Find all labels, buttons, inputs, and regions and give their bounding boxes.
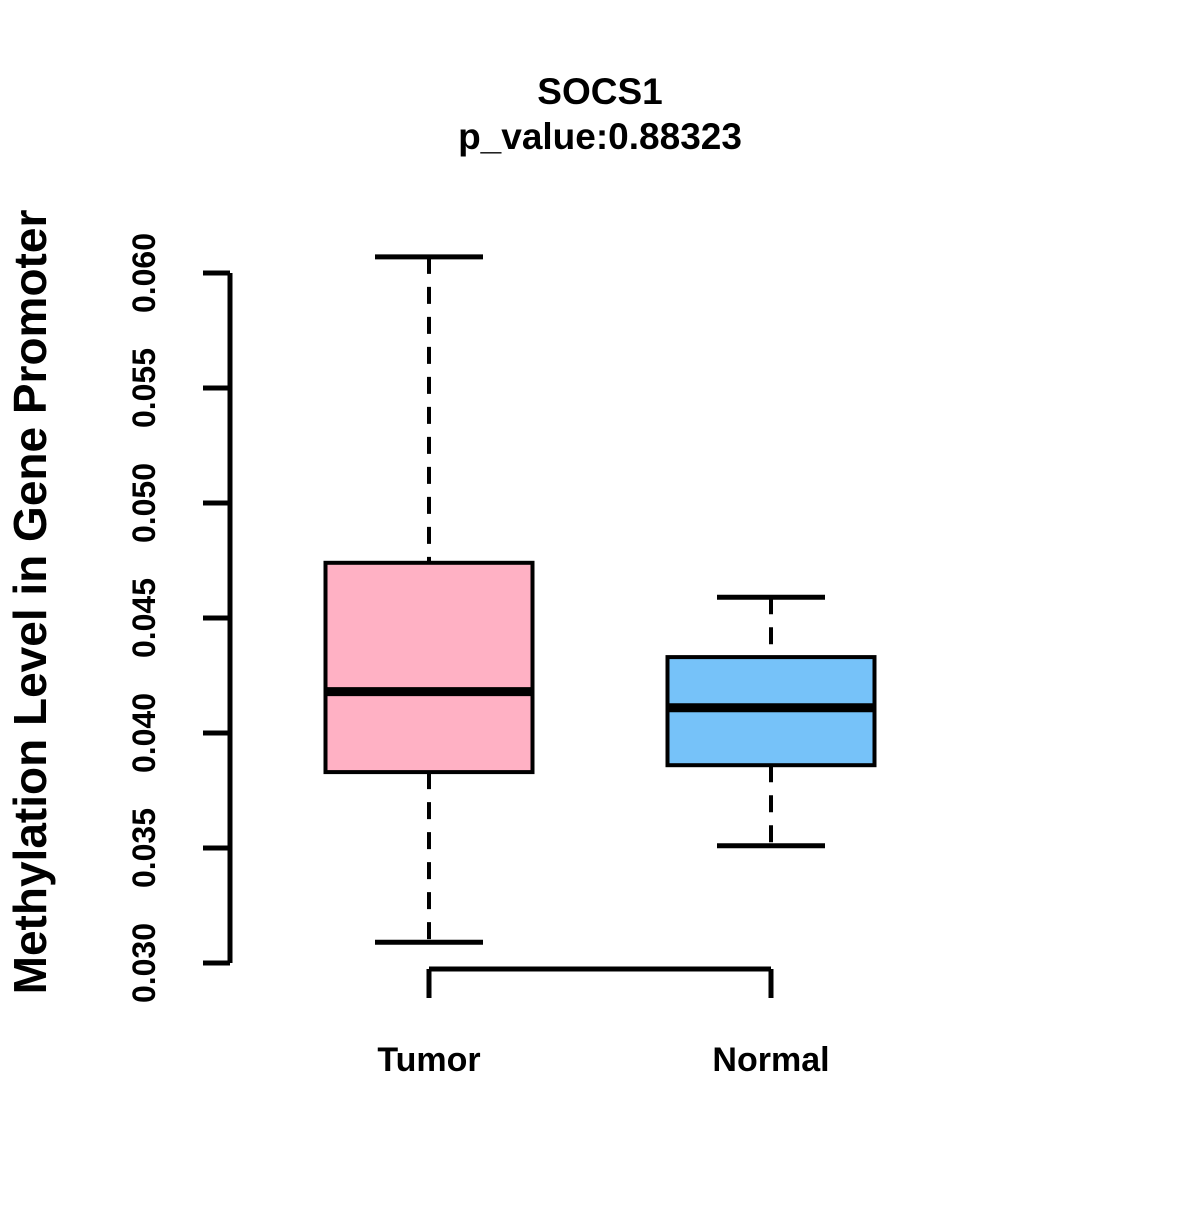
chart-subtitle: p_value:0.88323 xyxy=(458,116,742,157)
chart-title: SOCS1 xyxy=(537,71,662,112)
x-tick-label-normal: Normal xyxy=(712,1041,829,1079)
y-tick-label-0030: 0.030 xyxy=(126,923,162,1003)
y-tick-label-0055: 0.055 xyxy=(126,348,162,428)
y-axis-label: Methylation Level in Gene Promoter xyxy=(4,210,56,995)
plot-area xyxy=(203,254,877,998)
tumor-box xyxy=(323,560,535,775)
y-tick-label-0035: 0.035 xyxy=(126,808,162,888)
y-tick-label-0040: 0.040 xyxy=(126,693,162,773)
y-tick-label-0045: 0.045 xyxy=(126,578,162,658)
y-tick-label-0050: 0.050 xyxy=(126,463,162,543)
y-tick-label-0060: 0.060 xyxy=(126,233,162,313)
x-tick-label-tumor: Tumor xyxy=(377,1041,480,1079)
